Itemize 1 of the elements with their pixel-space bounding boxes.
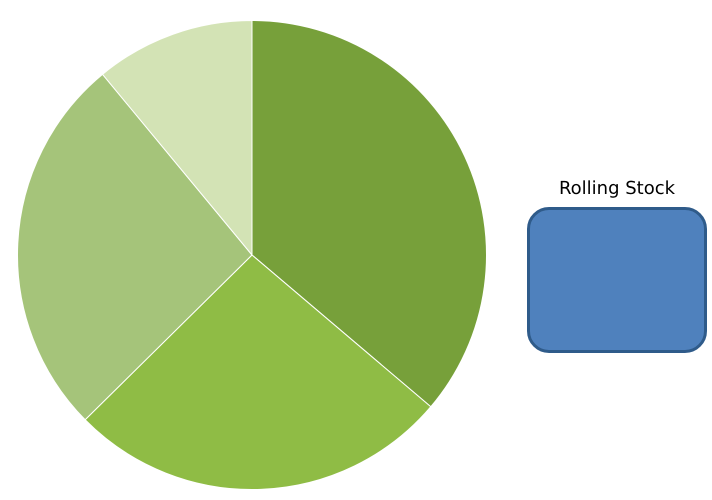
text: Rolling Stock <box>558 178 676 199</box>
